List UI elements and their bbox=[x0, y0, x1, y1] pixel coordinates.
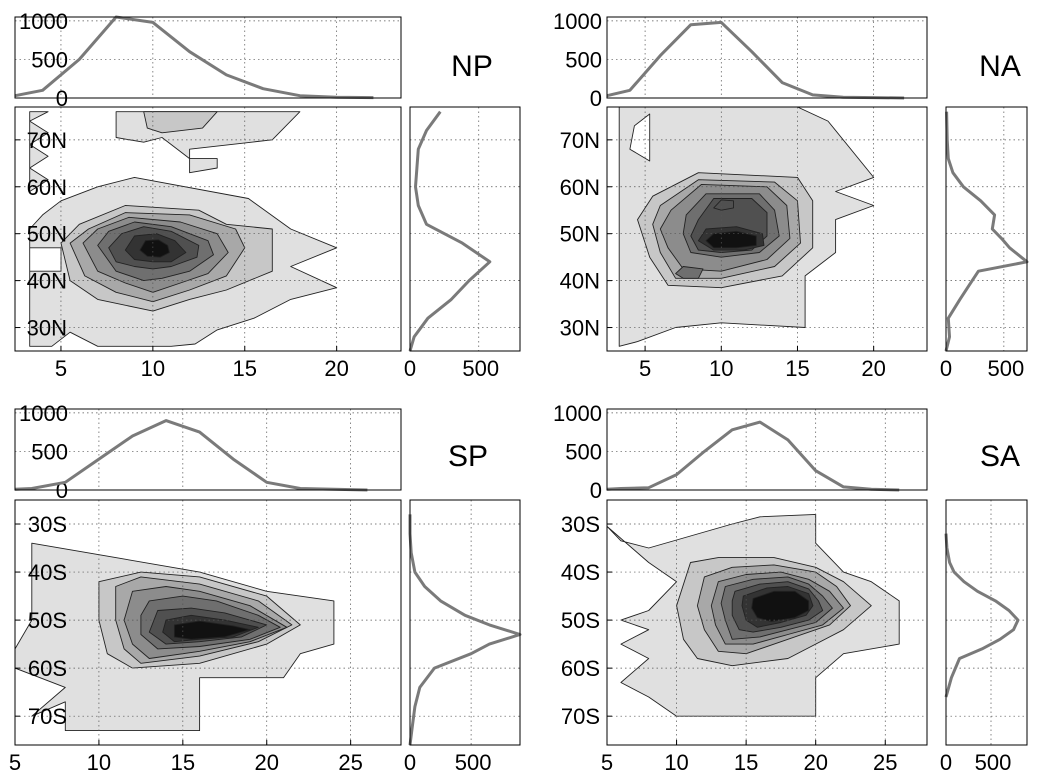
top-y-tick-label: 1000 bbox=[553, 401, 602, 426]
right-x-tick-label: 0 bbox=[940, 750, 952, 775]
y-tick-label: 70S bbox=[28, 704, 67, 729]
right-series-line bbox=[408, 514, 522, 746]
y-tick-label: 60N bbox=[27, 175, 67, 200]
top-y-tick-label: 0 bbox=[590, 478, 602, 503]
top-series-line bbox=[606, 20, 905, 100]
main-axes-box bbox=[14, 499, 402, 746]
top-y-tick-label: 1000 bbox=[19, 9, 68, 34]
top-y-tick-label: 1000 bbox=[19, 401, 68, 426]
panel-na: 5 10 15 20 30N 40N 50N 60N 70N 0 500 1000 0 500 NA bbox=[553, 9, 1029, 381]
top-axes-box bbox=[606, 408, 928, 491]
panel-label: SA bbox=[980, 440, 1020, 473]
y-tick-label: 60S bbox=[28, 656, 67, 681]
x-tick-label: 25 bbox=[338, 750, 362, 775]
y-tick-label: 30S bbox=[28, 512, 67, 537]
right-axes-box bbox=[409, 499, 521, 746]
panel-sa: 5 10 15 20 25 30S 40S 50S 60S 70S 0 500 1000 0 500 SA bbox=[553, 401, 1028, 775]
main-axes-box bbox=[14, 106, 402, 352]
main-axes-box bbox=[606, 499, 928, 746]
y-tick-label: 70N bbox=[560, 128, 600, 153]
x-tick-label: 5 bbox=[639, 356, 651, 381]
top-series-line bbox=[606, 420, 900, 492]
right-series-line bbox=[408, 110, 492, 352]
right-x-tick-label: 0 bbox=[940, 356, 952, 381]
top-y-tick-label: 1000 bbox=[553, 9, 602, 34]
x-tick-label: 5 bbox=[601, 750, 613, 775]
top-y-tick-label: 500 bbox=[31, 47, 68, 72]
y-tick-label: 40N bbox=[560, 269, 600, 294]
contour-level-8 bbox=[705, 230, 757, 249]
x-tick-label: 5 bbox=[9, 750, 21, 775]
x-tick-label: 5 bbox=[55, 356, 67, 381]
right-axes-box bbox=[409, 106, 521, 352]
contour-level-4 bbox=[143, 111, 218, 134]
y-tick-label: 40S bbox=[561, 560, 600, 585]
y-tick-label: 50S bbox=[28, 608, 67, 633]
contour-level-8 bbox=[173, 620, 251, 640]
x-tick-label: 25 bbox=[873, 750, 897, 775]
y-tick-label: 70S bbox=[561, 704, 600, 729]
panel-label: NP bbox=[451, 50, 493, 83]
contour-level-2 bbox=[29, 111, 49, 192]
y-tick-label: 30S bbox=[561, 512, 600, 537]
contour-layer bbox=[29, 111, 338, 347]
right-x-tick-label: 500 bbox=[455, 750, 492, 775]
x-tick-label: 20 bbox=[254, 750, 278, 775]
x-tick-label: 10 bbox=[87, 750, 111, 775]
right-series-line bbox=[944, 533, 1020, 698]
top-y-tick-label: 0 bbox=[590, 86, 602, 111]
right-series-line bbox=[944, 111, 1029, 352]
x-tick-label: 20 bbox=[324, 356, 348, 381]
contour-level-8 bbox=[751, 590, 810, 622]
x-tick-label: 20 bbox=[861, 356, 885, 381]
x-tick-label: 10 bbox=[709, 356, 733, 381]
y-tick-label: 60S bbox=[561, 656, 600, 681]
x-tick-label: 15 bbox=[233, 356, 257, 381]
contour-level-9 bbox=[675, 266, 704, 279]
y-tick-label: 40S bbox=[28, 560, 67, 585]
top-axes-box bbox=[606, 16, 928, 99]
top-series-line bbox=[14, 15, 374, 100]
y-tick-label: 70N bbox=[27, 128, 67, 153]
x-tick-label: 15 bbox=[171, 750, 195, 775]
right-x-tick-label: 500 bbox=[462, 356, 499, 381]
contour-level-10 bbox=[713, 199, 734, 211]
top-y-tick-label: 500 bbox=[31, 439, 68, 464]
panel-label: NA bbox=[979, 50, 1021, 83]
right-x-tick-label: 0 bbox=[404, 750, 416, 775]
x-tick-label: 15 bbox=[785, 356, 809, 381]
top-axes-box bbox=[14, 408, 402, 491]
contour-layer bbox=[618, 107, 875, 347]
top-y-tick-label: 500 bbox=[565, 439, 602, 464]
x-tick-label: 20 bbox=[803, 750, 827, 775]
right-x-tick-label: 500 bbox=[987, 356, 1024, 381]
x-tick-label: 10 bbox=[664, 750, 688, 775]
right-x-tick-label: 500 bbox=[975, 750, 1012, 775]
contour-layer bbox=[607, 513, 900, 717]
top-y-tick-label: 500 bbox=[565, 47, 602, 72]
x-tick-label: 15 bbox=[734, 750, 758, 775]
x-tick-label: 10 bbox=[141, 356, 165, 381]
panel-label: SP bbox=[448, 440, 488, 473]
right-axes-box bbox=[945, 499, 1028, 746]
top-axes-box bbox=[14, 16, 402, 99]
right-axes-box bbox=[945, 106, 1028, 352]
top-series-line bbox=[14, 419, 368, 492]
y-tick-label: 40N bbox=[27, 269, 67, 294]
y-tick-label: 60N bbox=[560, 175, 600, 200]
y-tick-label: 50N bbox=[27, 222, 67, 247]
right-x-tick-label: 0 bbox=[404, 356, 416, 381]
y-tick-label: 30N bbox=[560, 316, 600, 341]
main-axes-box bbox=[606, 106, 928, 352]
y-tick-label: 50S bbox=[561, 608, 600, 633]
contour-level-11 bbox=[139, 239, 170, 258]
y-tick-label: 30N bbox=[27, 316, 67, 341]
y-tick-label: 50N bbox=[560, 222, 600, 247]
